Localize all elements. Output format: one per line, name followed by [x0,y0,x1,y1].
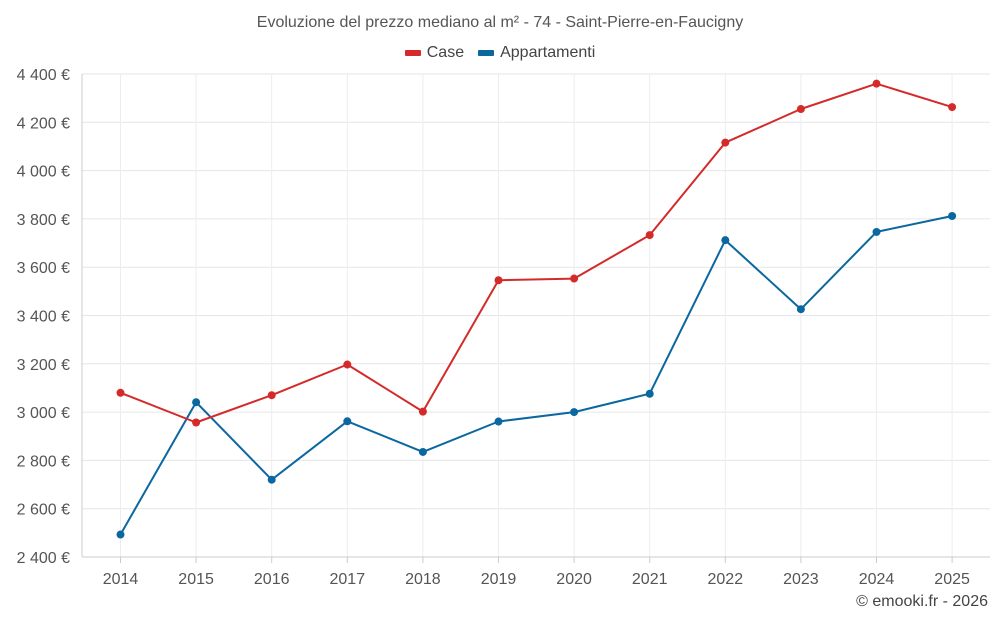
data-point-case [192,418,201,427]
x-tick-label: 2014 [103,571,139,588]
data-point-appartamenti [948,212,957,221]
series-line-case [120,82,953,424]
x-tick-label: 2025 [934,571,970,588]
x-tick-label: 2017 [330,571,366,588]
x-tick-label: 2018 [405,571,441,588]
data-point-case [494,276,503,285]
legend-swatch-case [404,50,421,56]
y-tick-label: 2 800 € [17,453,70,470]
chart-title: Evoluzione del prezzo mediano al m² - 74… [256,14,744,31]
legend-label-case: Case [426,44,465,61]
legend-item-appartamenti[interactable]: Appartamenti [478,44,595,62]
data-point-case [796,105,805,114]
data-point-case [418,407,427,416]
y-tick-label: 3 000 € [17,405,70,422]
series-line-appartamenti [119,215,953,535]
y-tick-label: 2 600 € [17,502,70,519]
data-point-case [645,231,654,240]
legend-item-case[interactable]: Case [404,44,465,62]
data-point-case [343,360,352,369]
x-tick-label: 2016 [254,571,290,588]
data-point-case [116,388,125,397]
data-point-appartamenti [570,408,579,417]
data-point-case [570,274,579,283]
data-point-appartamenti [494,417,503,426]
x-tick-label: 2022 [708,571,744,588]
y-tick-label: 4 200 € [17,115,70,132]
data-point-appartamenti [645,389,654,398]
legend-label-appartamenti: Appartamenti [500,44,596,61]
y-tick-label: 3 600 € [17,260,70,277]
x-tick-label: 2019 [481,571,517,588]
data-point-case [267,391,276,400]
x-tick-label: 2015 [178,571,214,588]
data-point-appartamenti [418,447,427,456]
legend: Case Appartamenti [0,44,1000,62]
legend-swatch-appartamenti [478,50,495,56]
y-tick-label: 4 000 € [17,164,70,181]
data-point-appartamenti [116,530,125,539]
credit-text: © emooki.fr - 2026 [856,593,988,610]
y-tick-label: 3 400 € [17,309,70,326]
data-point-case [721,138,730,147]
data-point-appartamenti [721,236,730,245]
y-tick-label: 3 800 € [17,212,70,229]
x-tick-label: 2021 [632,571,668,588]
data-point-appartamenti [872,227,881,236]
x-tick-label: 2023 [783,571,819,588]
x-tick-label: 2024 [859,571,895,588]
data-point-appartamenti [343,417,352,426]
data-point-case [948,103,957,112]
data-point-case [872,79,881,88]
data-point-appartamenti [267,475,276,484]
data-point-appartamenti [192,398,201,407]
data-point-appartamenti [796,305,805,314]
y-tick-label: 3 200 € [17,357,70,374]
y-tick-label: 2 400 € [17,550,70,567]
y-tick-label: 4 400 € [17,67,70,84]
x-tick-label: 2020 [556,571,592,588]
